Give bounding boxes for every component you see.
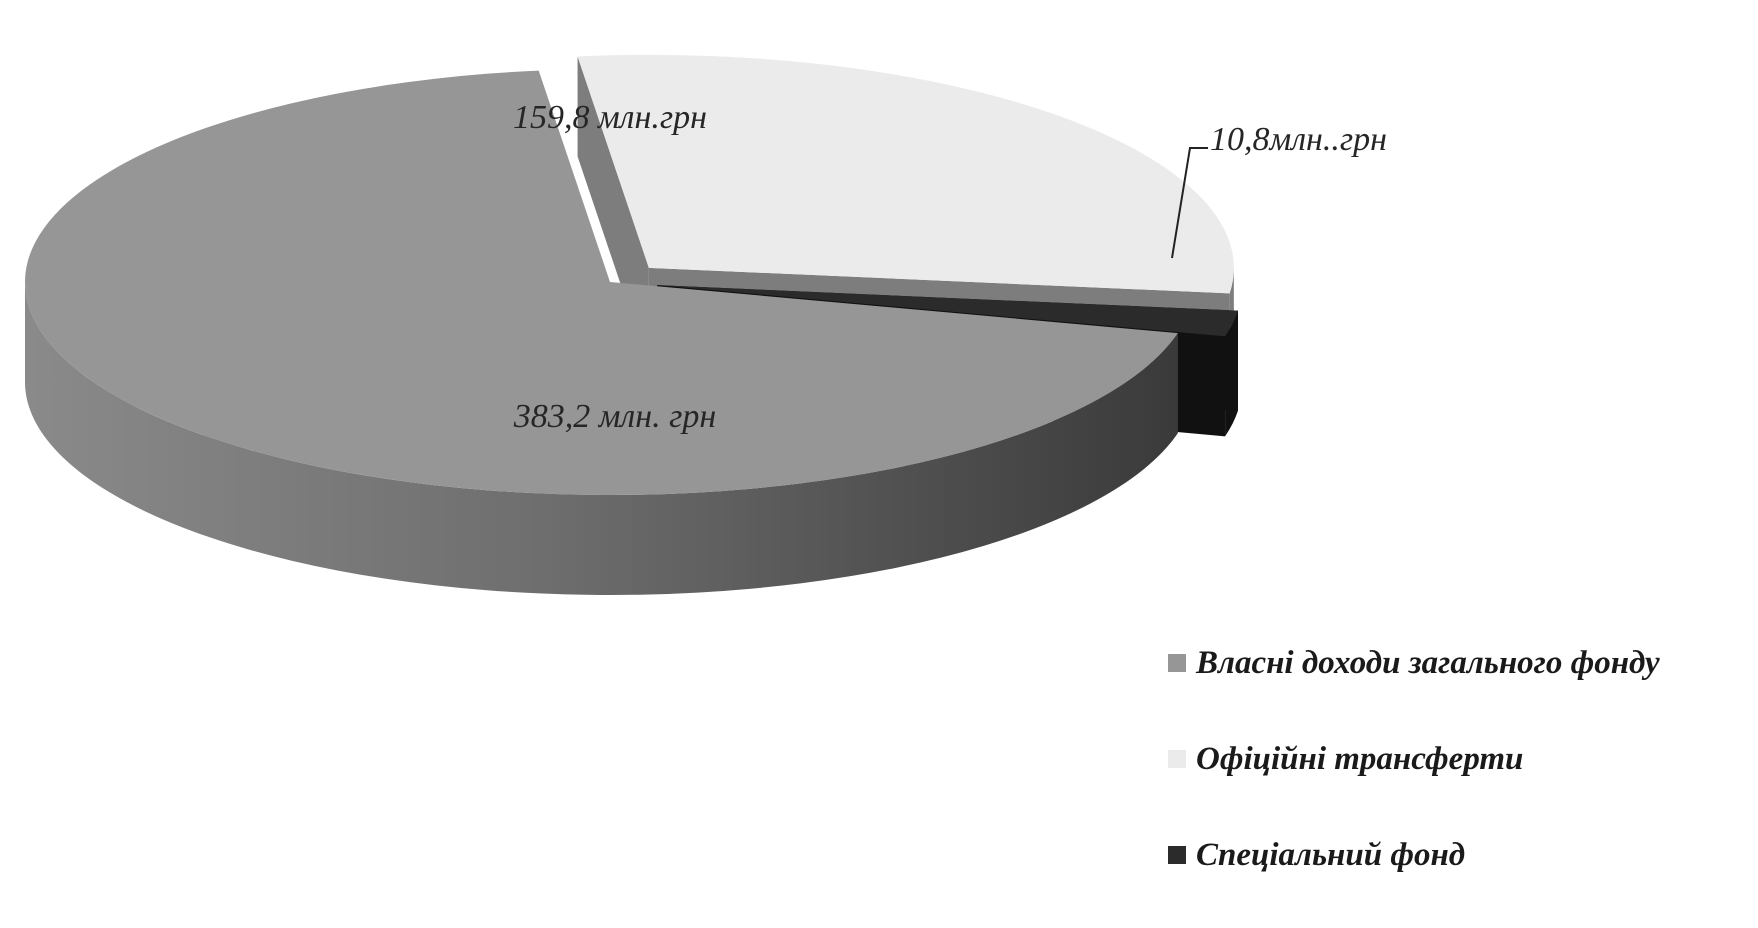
slice-side-own-revenue (25, 282, 1178, 595)
legend-label-transfers: Офіційні трансферти (1196, 740, 1524, 777)
slice-own-revenue (25, 70, 1178, 495)
data-label-transfers: 159,8 млн.грн (513, 99, 707, 136)
slice-transfers (577, 54, 1234, 294)
slice-special-fund (657, 285, 1239, 337)
data-label-special-fund: 10,8млн..грн (1210, 121, 1387, 158)
data-label-own-revenue: 383,2 млн. грн (513, 398, 717, 435)
legend-item-special-fund: Спеціальний фонд (1168, 832, 1758, 878)
legend-item-transfers: Офіційні трансферти (1168, 736, 1758, 782)
legend: Власні доходи загального фонду Офіційні … (1168, 640, 1758, 928)
slice-side-special-fund (1225, 310, 1239, 437)
legend-label-special-fund: Спеціальний фонд (1196, 836, 1466, 873)
leader-line-special-fund (1171, 147, 1208, 259)
legend-swatch-transfers (1168, 750, 1186, 768)
legend-label-own-revenue: Власні доходи загального фонду (1196, 644, 1660, 681)
pie-tops (25, 54, 1239, 495)
legend-item-own-revenue: Власні доходи загального фонду (1168, 640, 1758, 686)
legend-swatch-special-fund (1168, 846, 1186, 864)
legend-swatch-own-revenue (1168, 654, 1186, 672)
pie-chart: 383,2 млн. грн 159,8 млн.грн 10,8млн..грн (25, 54, 1387, 595)
pie-labels: 383,2 млн. грн 159,8 млн.грн 10,8млн..грн (513, 99, 1387, 435)
